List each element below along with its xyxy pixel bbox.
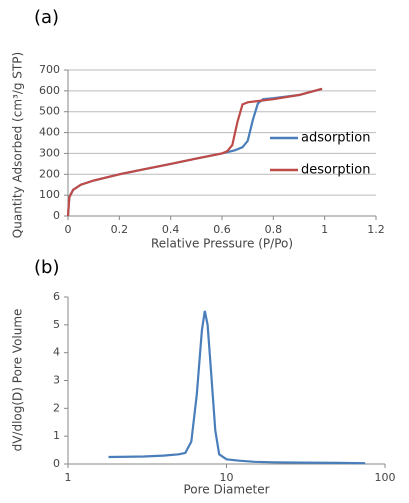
data-line bbox=[66, 87, 323, 217]
y-tick-label: 300 bbox=[39, 146, 60, 159]
panel-label: (b) bbox=[34, 257, 59, 278]
y-tick-label: 6 bbox=[53, 290, 60, 303]
panel-label: (a) bbox=[34, 7, 59, 28]
x-tick-label: 10 bbox=[220, 471, 234, 484]
y-tick-label: 5 bbox=[53, 318, 60, 331]
y-axis-label: dV/dlog(D) Pore Volume bbox=[11, 309, 25, 452]
y-tick-label: 3 bbox=[53, 374, 60, 387]
y-tick-label: 500 bbox=[39, 105, 60, 118]
x-tick-label: 1.2 bbox=[367, 223, 385, 236]
y-tick-label: 600 bbox=[39, 84, 60, 97]
x-tick-label: 0 bbox=[65, 223, 72, 236]
x-tick-label: 1 bbox=[65, 471, 72, 484]
y-tick-label: 0 bbox=[53, 209, 60, 222]
y-tick-label: 2 bbox=[53, 401, 60, 414]
x-axis-label: Pore Diameter bbox=[183, 483, 269, 497]
x-tick-label: 0.4 bbox=[162, 223, 180, 236]
y-tick-label: 0 bbox=[53, 457, 60, 470]
y-axis-label: Quantity Adsorbed (cm³/g STP) bbox=[11, 52, 25, 238]
x-tick-label: 100 bbox=[375, 471, 396, 484]
data-line bbox=[108, 310, 366, 465]
legend-label: desorption bbox=[301, 163, 370, 178]
x-axis-label: Relative Pressure (P/Po) bbox=[151, 237, 293, 251]
y-tick-label: 400 bbox=[39, 126, 60, 139]
y-tick-label: 700 bbox=[39, 63, 60, 76]
x-tick-label: 0.8 bbox=[265, 223, 283, 236]
data-line bbox=[66, 87, 323, 217]
y-tick-label: 1 bbox=[53, 429, 60, 442]
y-tick-label: 100 bbox=[39, 188, 60, 201]
x-tick-label: 0.2 bbox=[111, 223, 129, 236]
x-tick-label: 0.6 bbox=[213, 223, 231, 236]
legend-label: adsorption bbox=[301, 131, 370, 146]
x-tick-label: 1 bbox=[321, 223, 328, 236]
y-tick-label: 200 bbox=[39, 167, 60, 180]
y-tick-label: 4 bbox=[53, 346, 60, 359]
